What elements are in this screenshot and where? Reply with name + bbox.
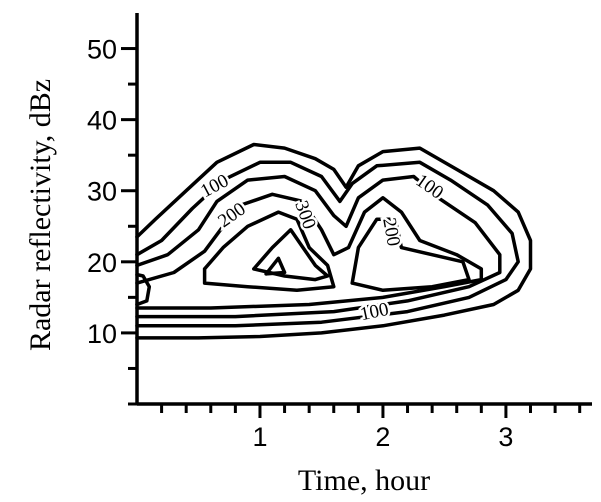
x-tick-label: 3 bbox=[498, 422, 513, 452]
x-axis-label: Time, hour bbox=[298, 464, 430, 497]
y-tick-label: 10 bbox=[87, 319, 117, 349]
contour-line bbox=[135, 142, 533, 340]
y-tick-label: 20 bbox=[87, 248, 117, 278]
contour-label: 300 bbox=[290, 198, 319, 232]
contour-label: 200 bbox=[378, 216, 404, 248]
y-tick-label: 30 bbox=[87, 177, 117, 207]
x-tick-label: 1 bbox=[252, 422, 267, 452]
y-tick-label: 40 bbox=[87, 106, 117, 136]
contour-line bbox=[135, 174, 502, 319]
contour-line bbox=[135, 160, 520, 328]
contour-line bbox=[252, 228, 330, 282]
contour-label: 100 bbox=[358, 299, 390, 325]
contour-line bbox=[264, 256, 287, 276]
x-tick-label: 2 bbox=[375, 422, 390, 452]
contour-line bbox=[135, 272, 152, 307]
y-tick-label: 50 bbox=[87, 35, 117, 65]
contour-line bbox=[202, 210, 336, 293]
contour-line bbox=[135, 192, 484, 310]
contour-line bbox=[350, 217, 471, 293]
y-axis-label: Radar reflectivity, dBz bbox=[24, 79, 57, 351]
